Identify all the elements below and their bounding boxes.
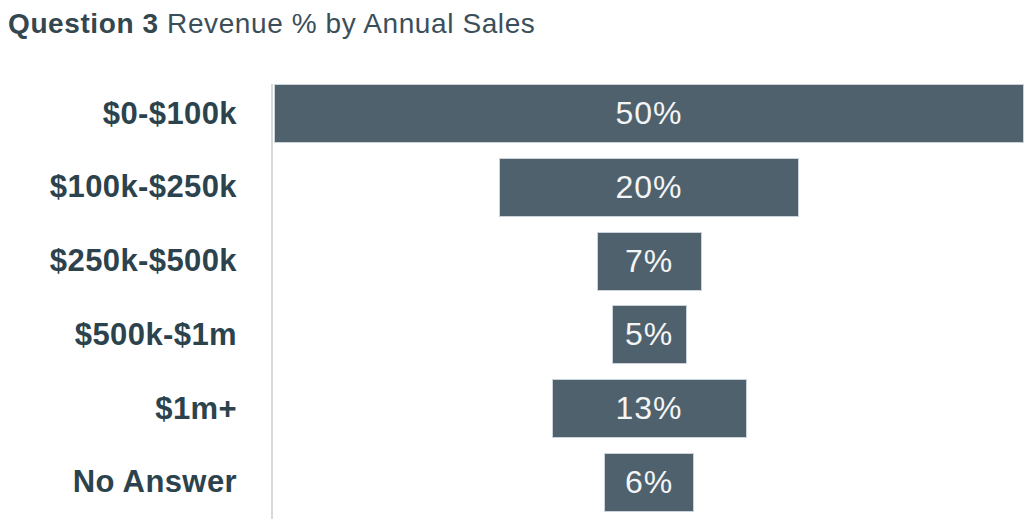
title-question-number: Question 3 [8, 8, 159, 39]
bar-chart: $0-$100k 50% $100k-$250k 20% $250k-$500k… [0, 84, 1024, 519]
bar: 13% [552, 379, 747, 438]
bar-value-label: 7% [625, 243, 673, 280]
bar-value-label: 6% [625, 464, 673, 501]
bar-area: 13% [274, 379, 1024, 438]
chart-row: $0-$100k 50% [0, 84, 1024, 158]
page-title: Question 3 Revenue % by Annual Sales [8, 8, 535, 40]
category-label: $1m+ [0, 379, 237, 438]
category-label: $0-$100k [0, 84, 237, 143]
chart-row: $250k-$500k 7% [0, 232, 1024, 306]
bar: 5% [612, 305, 687, 364]
bar-value-label: 50% [615, 95, 682, 132]
category-label: $500k-$1m [0, 305, 237, 364]
bar-area: 50% [274, 84, 1024, 143]
bar: 7% [597, 232, 702, 291]
bar-area: 5% [274, 305, 1024, 364]
bar-area: 6% [274, 453, 1024, 512]
bar-value-label: 20% [615, 169, 682, 206]
chart-row: No Answer 6% [0, 453, 1024, 519]
category-label: $100k-$250k [0, 158, 237, 217]
bar: 6% [604, 453, 694, 512]
category-label: $250k-$500k [0, 232, 237, 291]
chart-rows: $0-$100k 50% $100k-$250k 20% $250k-$500k… [0, 84, 1024, 519]
bar-value-label: 13% [615, 390, 682, 427]
bar-area: 20% [274, 158, 1024, 217]
chart-row: $500k-$1m 5% [0, 305, 1024, 379]
chart-row: $1m+ 13% [0, 379, 1024, 453]
title-subtitle: Revenue % by Annual Sales [159, 8, 536, 39]
bar-area: 7% [274, 232, 1024, 291]
category-label: No Answer [0, 453, 237, 512]
chart-row: $100k-$250k 20% [0, 158, 1024, 232]
bar: 20% [499, 158, 799, 217]
report-page: { "title": { "bold": "Question 3", "rest… [0, 0, 1024, 519]
bar: 50% [274, 84, 1024, 143]
bar-value-label: 5% [625, 316, 673, 353]
